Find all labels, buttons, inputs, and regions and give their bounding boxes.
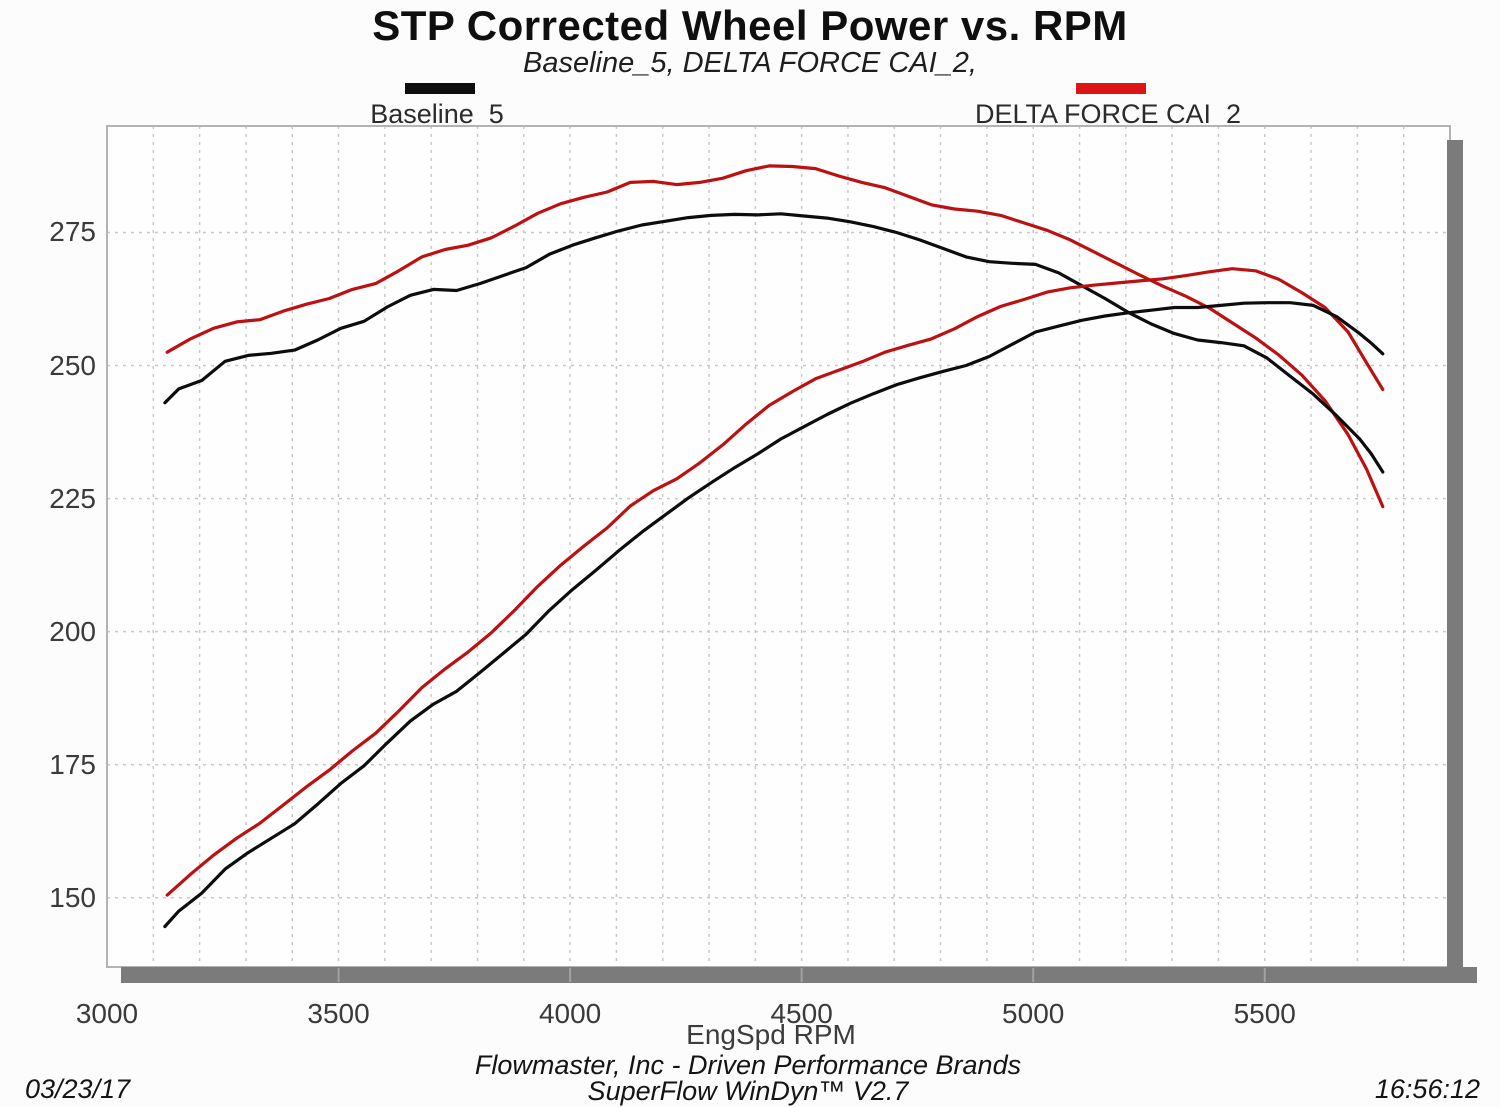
y-tick-175: 175 bbox=[49, 748, 96, 780]
legend-label-delta-force: DELTA FORCE CAI_2 bbox=[974, 99, 1242, 129]
series-line-delta-force-cai-2-torque-trace bbox=[165, 164, 1385, 509]
footer-company-line: Flowmaster, Inc - Driven Performance Bra… bbox=[474, 1050, 1022, 1080]
series-line-delta-force-cai-2-power-trace bbox=[165, 267, 1385, 897]
y-tick-250: 250 bbox=[49, 349, 96, 381]
page-title: STP Corrected Wheel Power vs. RPM bbox=[372, 2, 1128, 49]
legend-swatch-delta-force bbox=[1076, 83, 1146, 94]
y-tick-200: 200 bbox=[49, 615, 96, 647]
legend-swatch-baseline bbox=[405, 83, 475, 94]
x-tick-5500: 5500 bbox=[1233, 998, 1296, 1029]
legend-label-baseline: Baseline_5 bbox=[370, 99, 504, 129]
series-line-baseline-5-torque-trace bbox=[163, 212, 1385, 474]
y-tick-225: 225 bbox=[49, 482, 96, 514]
footer-software-line: SuperFlow WinDyn™ V2.7 bbox=[587, 1076, 909, 1106]
plot-shadow bbox=[121, 140, 1477, 983]
date-stamp: 03/23/17 bbox=[25, 1074, 131, 1104]
x-tick-4500: 4500 bbox=[770, 998, 833, 1029]
x-tick-4000: 4000 bbox=[538, 998, 602, 1029]
y-tick-275: 275 bbox=[49, 216, 96, 248]
chart-subtitle: Baseline_5, DELTA FORCE CAI_2, bbox=[523, 47, 977, 79]
x-axis-label: EngSpd RPM bbox=[686, 1019, 856, 1050]
x-tick-3500: 3500 bbox=[307, 998, 370, 1029]
x-tick-3000: 3000 bbox=[75, 998, 139, 1029]
series-line-baseline-5-power-trace bbox=[163, 301, 1385, 929]
time-stamp: 16:56:12 bbox=[1374, 1074, 1480, 1104]
plot-background bbox=[107, 126, 1450, 967]
y-tick-150: 150 bbox=[49, 881, 96, 913]
x-tick-5000: 5000 bbox=[1002, 998, 1065, 1029]
series-lines bbox=[163, 164, 1385, 929]
